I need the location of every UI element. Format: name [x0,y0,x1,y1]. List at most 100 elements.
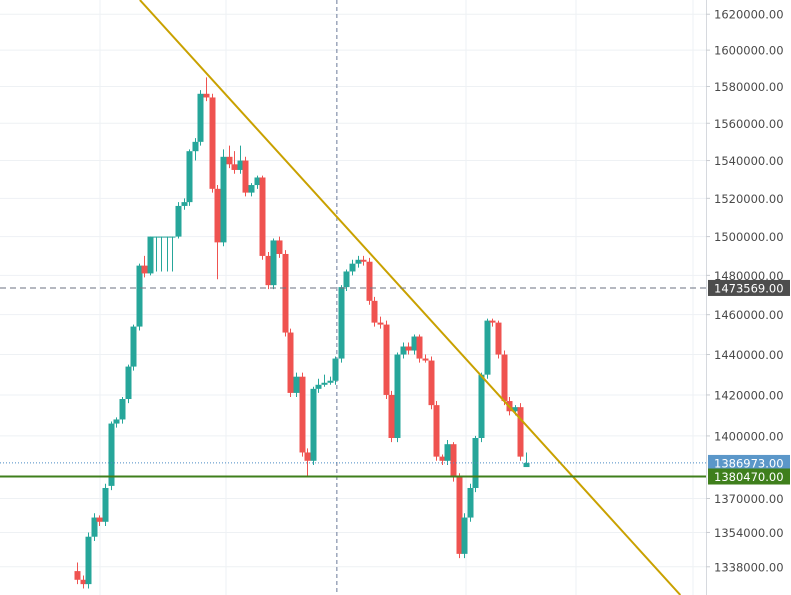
candle-body [209,97,216,189]
candle-body [371,300,378,323]
candle-body [125,366,132,400]
candle-body [377,322,384,325]
candle-body [484,320,491,375]
candle-body [282,253,289,333]
y-tick-label: 1420000.00 [714,388,784,402]
candle-body [226,156,233,165]
price-label: 1386973.00 [714,456,784,470]
y-tick-label: 1480000.00 [714,269,784,283]
candle-body [254,177,261,186]
trend-line [139,0,682,595]
y-tick-label: 1440000.00 [714,348,784,362]
candle-body [472,437,479,488]
y-tick-label: 1560000.00 [714,117,784,131]
candle-body [270,240,277,286]
candle-body [248,185,255,193]
candle-body [237,160,244,170]
candle-body [310,388,317,461]
price-axis: 1338000.00 1354000.00 1370000.00 1400000.00… [706,8,790,574]
candle-body [428,360,435,406]
candle-body [332,358,339,381]
price-label-box [708,279,790,296]
price-label: 1473569.00 [714,281,784,295]
candle-body [444,444,451,461]
candle-body [175,205,182,237]
y-tick-label: 1370000.00 [714,492,784,506]
candle-body [197,93,204,142]
candle-body [394,354,401,438]
candle-body [130,326,137,367]
candle-body [85,536,92,585]
y-tick-label: 1338000.00 [714,560,784,574]
candle-body [96,517,103,522]
candle-body [259,177,266,256]
candle-body [489,320,496,323]
candle-body [366,261,373,301]
y-tick-label: 1500000.00 [714,230,784,244]
candle-body [91,517,98,537]
candle-body [512,407,519,412]
candle-body [220,156,227,243]
candle-body [203,93,210,98]
candle-body [388,394,395,438]
candle-body [276,240,283,254]
candle-body [422,358,429,361]
candle-body [338,287,345,359]
candle-body [461,517,468,554]
candle-body [315,384,322,389]
candle-body [383,324,390,395]
y-tick-label: 1354000.00 [714,526,784,540]
candle-body [119,399,126,420]
candle-body [355,259,362,264]
candle-body [523,462,530,468]
candle-body [186,151,193,203]
y-tick-label: 1620000.00 [714,8,784,22]
candle-body [433,405,440,457]
candle-body [80,579,87,585]
candle-body [287,332,294,393]
candle-body [265,255,272,286]
price-label-box [708,454,790,471]
candle-body [74,571,81,580]
price-label: 1380470.00 [714,470,784,484]
y-tick-label: 1540000.00 [714,154,784,168]
candle-body [416,336,423,359]
y-tick-label: 1600000.00 [714,44,784,58]
candle-body [450,444,457,478]
candle-body [299,376,306,453]
candle-body [113,419,120,424]
candle-body [343,271,350,288]
y-tick-label: 1580000.00 [714,80,784,94]
candle-body [293,376,300,393]
candle-body [456,477,463,554]
candle-body [349,263,356,272]
candle-body [467,487,474,518]
candle-body [495,322,502,355]
candle-body [439,456,446,461]
candle-body [181,202,188,206]
candle-body [360,259,367,262]
candle-body [231,164,238,170]
candle-body [141,265,148,274]
time-grid [99,0,694,595]
plot [0,0,706,595]
candle-body [192,141,199,152]
candle-body [169,236,176,238]
candle-body [242,160,249,193]
price-label-box [708,468,790,485]
candle-body [327,380,334,383]
candle-body [517,407,524,457]
candle-body [153,236,160,238]
candle-body [321,382,328,385]
y-tick-label: 1460000.00 [714,308,784,322]
candle-body [478,374,485,438]
candle-body [501,354,508,402]
candle-body [164,236,171,238]
candle-body [136,265,143,327]
candle-body [214,188,221,243]
candle-body [411,336,418,351]
candle-body [147,236,154,274]
candle-body [400,346,407,355]
y-tick-label: 1400000.00 [714,429,784,443]
